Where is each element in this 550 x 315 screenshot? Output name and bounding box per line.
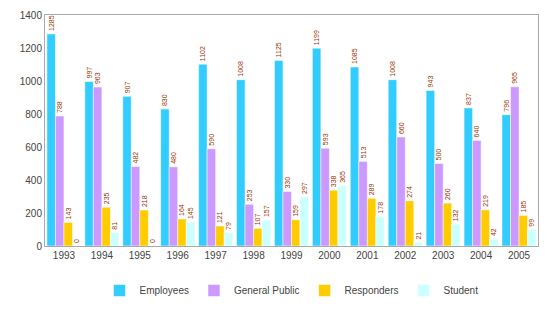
svg-text:943: 943 (427, 76, 434, 88)
svg-text:660: 660 (398, 122, 405, 134)
svg-text:143: 143 (65, 208, 72, 220)
svg-text:1997: 1997 (205, 250, 228, 261)
svg-text:590: 590 (208, 134, 215, 146)
svg-text:965: 965 (511, 72, 518, 84)
svg-text:79: 79 (225, 222, 232, 230)
svg-text:99: 99 (528, 219, 535, 227)
svg-text:1008: 1008 (237, 61, 244, 77)
svg-text:0: 0 (36, 241, 42, 252)
svg-text:2000: 2000 (318, 250, 341, 261)
svg-text:235: 235 (103, 192, 110, 204)
svg-text:482: 482 (132, 152, 139, 164)
svg-text:0: 0 (149, 239, 156, 243)
svg-text:178: 178 (377, 202, 384, 214)
svg-text:297: 297 (301, 182, 308, 194)
svg-text:600: 600 (25, 142, 42, 153)
svg-text:121: 121 (216, 211, 223, 223)
svg-text:164: 164 (178, 204, 185, 216)
svg-text:185: 185 (520, 201, 527, 213)
svg-text:145: 145 (187, 207, 194, 219)
svg-text:1400: 1400 (20, 10, 43, 21)
svg-text:1200: 1200 (20, 43, 43, 54)
svg-text:330: 330 (284, 177, 291, 189)
svg-text:2004: 2004 (470, 250, 493, 261)
svg-text:1008: 1008 (389, 61, 396, 77)
svg-text:1995: 1995 (129, 250, 152, 261)
svg-text:500: 500 (435, 149, 442, 161)
svg-text:796: 796 (503, 100, 510, 112)
svg-text:365: 365 (339, 171, 346, 183)
svg-text:0: 0 (73, 239, 80, 243)
svg-text:1996: 1996 (167, 250, 190, 261)
svg-text:640: 640 (473, 126, 480, 138)
svg-text:81: 81 (111, 222, 118, 230)
svg-text:218: 218 (141, 195, 148, 207)
svg-text:42: 42 (490, 228, 497, 236)
svg-text:997: 997 (86, 67, 93, 79)
svg-text:107: 107 (254, 214, 261, 226)
svg-text:260: 260 (444, 188, 451, 200)
svg-text:1085: 1085 (351, 48, 358, 64)
svg-text:219: 219 (482, 195, 489, 207)
svg-text:1994: 1994 (91, 250, 114, 261)
svg-text:830: 830 (161, 94, 168, 106)
svg-text:157: 157 (263, 205, 270, 217)
svg-text:400: 400 (25, 175, 42, 186)
svg-text:2001: 2001 (356, 250, 379, 261)
svg-text:Employees: Employees (140, 285, 189, 296)
svg-text:1285: 1285 (48, 15, 55, 31)
svg-text:2005: 2005 (508, 250, 531, 261)
svg-text:338: 338 (330, 175, 337, 187)
svg-text:513: 513 (360, 147, 367, 159)
svg-text:200: 200 (25, 208, 42, 219)
svg-text:800: 800 (25, 109, 42, 120)
svg-text:21: 21 (415, 232, 422, 240)
svg-text:1993: 1993 (53, 250, 76, 261)
svg-text:907: 907 (124, 82, 131, 94)
svg-text:274: 274 (406, 186, 413, 198)
svg-text:2003: 2003 (432, 250, 455, 261)
svg-text:1102: 1102 (199, 46, 206, 61)
svg-text:2002: 2002 (394, 250, 417, 261)
svg-text:1000: 1000 (20, 76, 43, 87)
svg-text:1199: 1199 (313, 30, 320, 45)
svg-text:963: 963 (94, 72, 101, 84)
svg-text:1999: 1999 (280, 250, 303, 261)
svg-text:General Public: General Public (234, 285, 300, 296)
svg-text:132: 132 (452, 209, 459, 221)
svg-text:593: 593 (322, 133, 329, 145)
svg-text:253: 253 (246, 189, 253, 201)
svg-text:480: 480 (170, 152, 177, 164)
svg-text:289: 289 (368, 184, 375, 196)
svg-text:Responders: Responders (345, 285, 399, 296)
svg-text:1125: 1125 (275, 42, 282, 57)
svg-text:1998: 1998 (242, 250, 265, 261)
svg-text:159: 159 (292, 205, 299, 217)
svg-text:Student: Student (443, 285, 478, 296)
svg-text:788: 788 (56, 101, 63, 113)
svg-text:837: 837 (465, 93, 472, 105)
